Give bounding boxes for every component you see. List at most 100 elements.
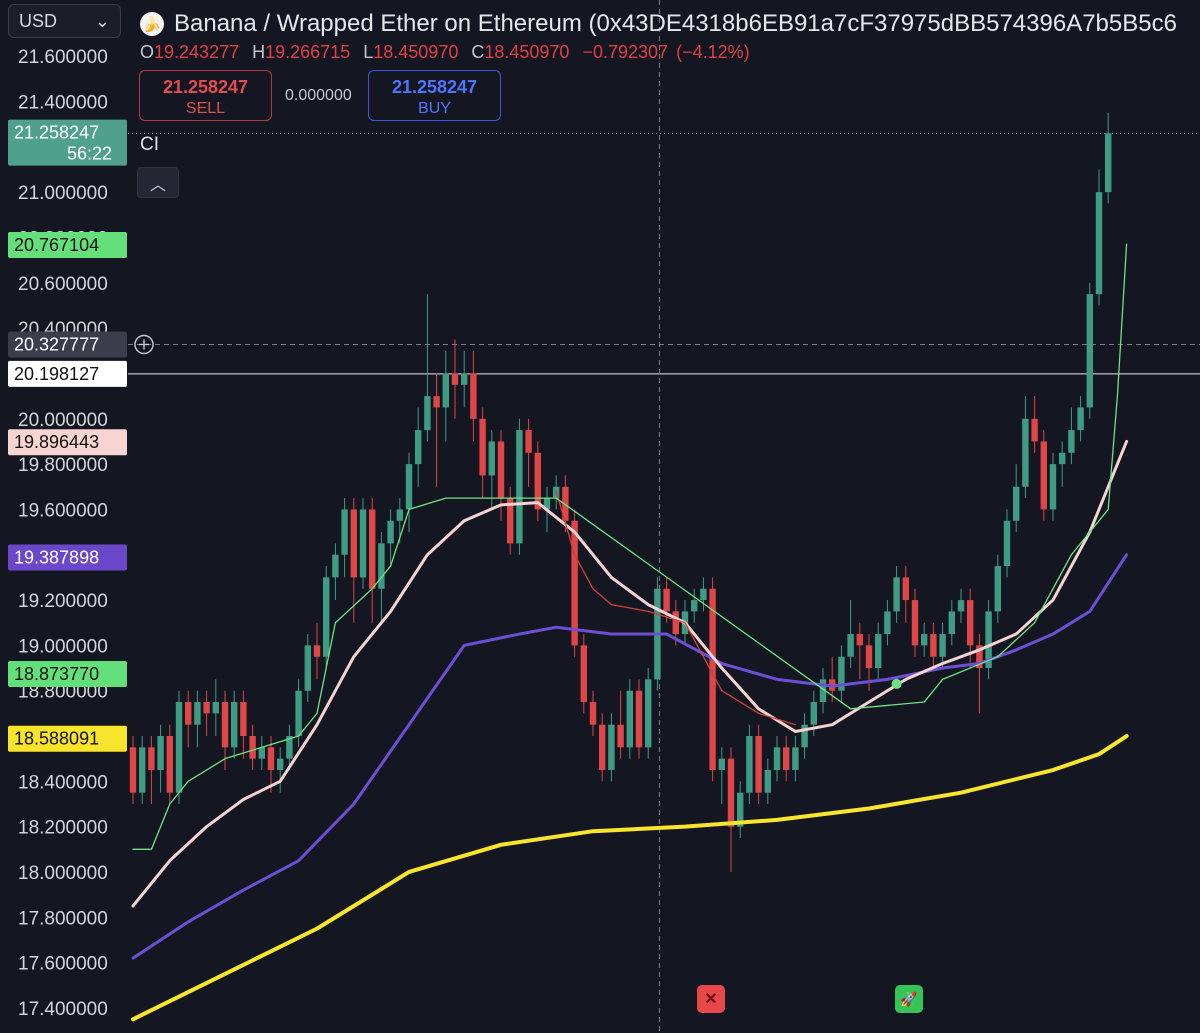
candle-body bbox=[1003, 520, 1011, 567]
candle-body bbox=[976, 645, 983, 669]
rocket-signal-marker-icon[interactable]: 🚀 bbox=[895, 985, 923, 1013]
candle-body bbox=[865, 645, 873, 669]
ohlc-low-key: L bbox=[363, 42, 374, 62]
price-badge-crosshair bbox=[8, 331, 127, 358]
candle-body bbox=[571, 520, 578, 646]
ohlc-readout: O19.243277 H19.266715 L18.450970 C18.450… bbox=[140, 42, 758, 63]
candle-body bbox=[387, 520, 394, 544]
candle-body bbox=[617, 724, 624, 748]
candle-body bbox=[534, 452, 541, 510]
y-tick-label: 21.000000 bbox=[18, 183, 108, 204]
candle-body bbox=[231, 702, 238, 748]
candle-body bbox=[304, 645, 311, 691]
price-badge-text-trail-green-2: 18.873770 bbox=[14, 664, 99, 684]
candle-body bbox=[405, 464, 413, 510]
price-badge-text-ema-mid: 19.387898 bbox=[14, 547, 99, 567]
candle-body bbox=[359, 509, 367, 578]
candle-body bbox=[746, 736, 753, 793]
candle-body bbox=[277, 758, 284, 771]
candle-body bbox=[902, 577, 909, 601]
y-tick-label: 20.000000 bbox=[18, 410, 108, 431]
candle-body bbox=[341, 509, 348, 555]
signal-dot bbox=[891, 678, 902, 689]
candle-body bbox=[203, 702, 210, 714]
candle-body bbox=[332, 554, 339, 578]
trail-red-line bbox=[555, 490, 797, 726]
price-badge-ema-slow bbox=[8, 725, 127, 752]
candle-body bbox=[727, 758, 735, 827]
chevron-down-icon: ⌄ bbox=[94, 10, 110, 31]
candle-body bbox=[930, 634, 937, 657]
y-tick-label: 19.200000 bbox=[18, 591, 108, 612]
currency-label: USD bbox=[19, 10, 58, 31]
y-tick-label: 17.600000 bbox=[18, 954, 108, 975]
candle-body bbox=[893, 577, 900, 612]
candle-body bbox=[479, 418, 486, 476]
candle-body bbox=[801, 724, 808, 748]
candle-body bbox=[396, 509, 403, 521]
reference-lines bbox=[128, 0, 1200, 1033]
spread-value: 0.000000 bbox=[285, 87, 352, 104]
candle-body bbox=[1040, 441, 1047, 510]
change-percent: (−4.12%) bbox=[676, 42, 750, 62]
candle-body bbox=[737, 792, 744, 827]
collapse-indicators-button[interactable]: ︿ bbox=[137, 167, 179, 198]
candle-body bbox=[709, 588, 716, 771]
y-tick-label: 19.600000 bbox=[18, 500, 108, 521]
candle-body bbox=[1077, 407, 1084, 431]
sell-signal-marker-icon[interactable]: ✕ bbox=[697, 985, 725, 1013]
pair-title: Banana / Wrapped Ether on Ethereum (0x43… bbox=[174, 10, 1177, 37]
candle-body bbox=[185, 702, 192, 725]
candle-body bbox=[994, 566, 1001, 612]
change-value: −0.792307 bbox=[582, 42, 669, 62]
candle-body bbox=[838, 656, 845, 691]
y-tick-label: 18.400000 bbox=[18, 772, 108, 793]
buy-price: 21.258247 bbox=[391, 77, 478, 97]
trail-green-line bbox=[132, 243, 1128, 850]
y-tick-label: 21.600000 bbox=[18, 47, 108, 68]
candle-body bbox=[129, 747, 137, 793]
ohlc-low-value: 18.450970 bbox=[373, 42, 459, 62]
candle-body bbox=[313, 645, 321, 657]
currency-selector[interactable]: USD ⌄ bbox=[8, 4, 121, 38]
banana-logo-icon: 🍌 bbox=[140, 12, 164, 36]
candle-body bbox=[939, 634, 946, 657]
candle-body bbox=[1086, 294, 1093, 408]
candle-body bbox=[691, 600, 698, 612]
chart-title: 🍌 Banana / Wrapped Ether on Ethereum (0x… bbox=[140, 8, 1200, 40]
candle-body bbox=[764, 770, 771, 793]
candle-body bbox=[525, 430, 532, 453]
buy-button[interactable]: 21.258247 BUY bbox=[368, 70, 501, 121]
candle-body bbox=[948, 611, 955, 635]
ohlc-high-key: H bbox=[252, 42, 266, 62]
candle-body bbox=[810, 702, 817, 725]
candle-body bbox=[755, 736, 762, 793]
candle-body bbox=[148, 747, 155, 771]
candle-body bbox=[580, 645, 587, 703]
candle-body bbox=[967, 600, 974, 646]
y-tick-label: 21.400000 bbox=[18, 93, 108, 114]
price-badge-ema-fast bbox=[8, 429, 127, 456]
candle-body bbox=[884, 611, 891, 635]
candle-body bbox=[433, 396, 440, 408]
candle-body bbox=[608, 724, 615, 771]
candle-body bbox=[369, 509, 376, 589]
y-axis-ticks: 21.60000021.40000021.00000020.80000020.6… bbox=[18, 47, 108, 1020]
sell-button[interactable]: 21.258247 SELL bbox=[139, 70, 272, 121]
candle-body bbox=[1095, 192, 1103, 295]
price-badge-text-ema-fast: 19.896443 bbox=[14, 432, 99, 452]
y-tick-label: 17.400000 bbox=[18, 999, 108, 1020]
candle-body bbox=[451, 373, 459, 385]
candle-body bbox=[562, 486, 569, 521]
price-badge-text-horizontal-line: 20.198127 bbox=[14, 364, 99, 384]
y-tick-label: 18.200000 bbox=[18, 818, 108, 839]
candle-body bbox=[221, 702, 229, 748]
candle-body bbox=[663, 588, 670, 612]
candle-body bbox=[488, 441, 495, 476]
candle-body bbox=[470, 373, 477, 419]
candle-body bbox=[1059, 452, 1066, 465]
y-tick-label: 17.800000 bbox=[18, 908, 108, 929]
y-tick-label: 18.000000 bbox=[18, 863, 108, 884]
